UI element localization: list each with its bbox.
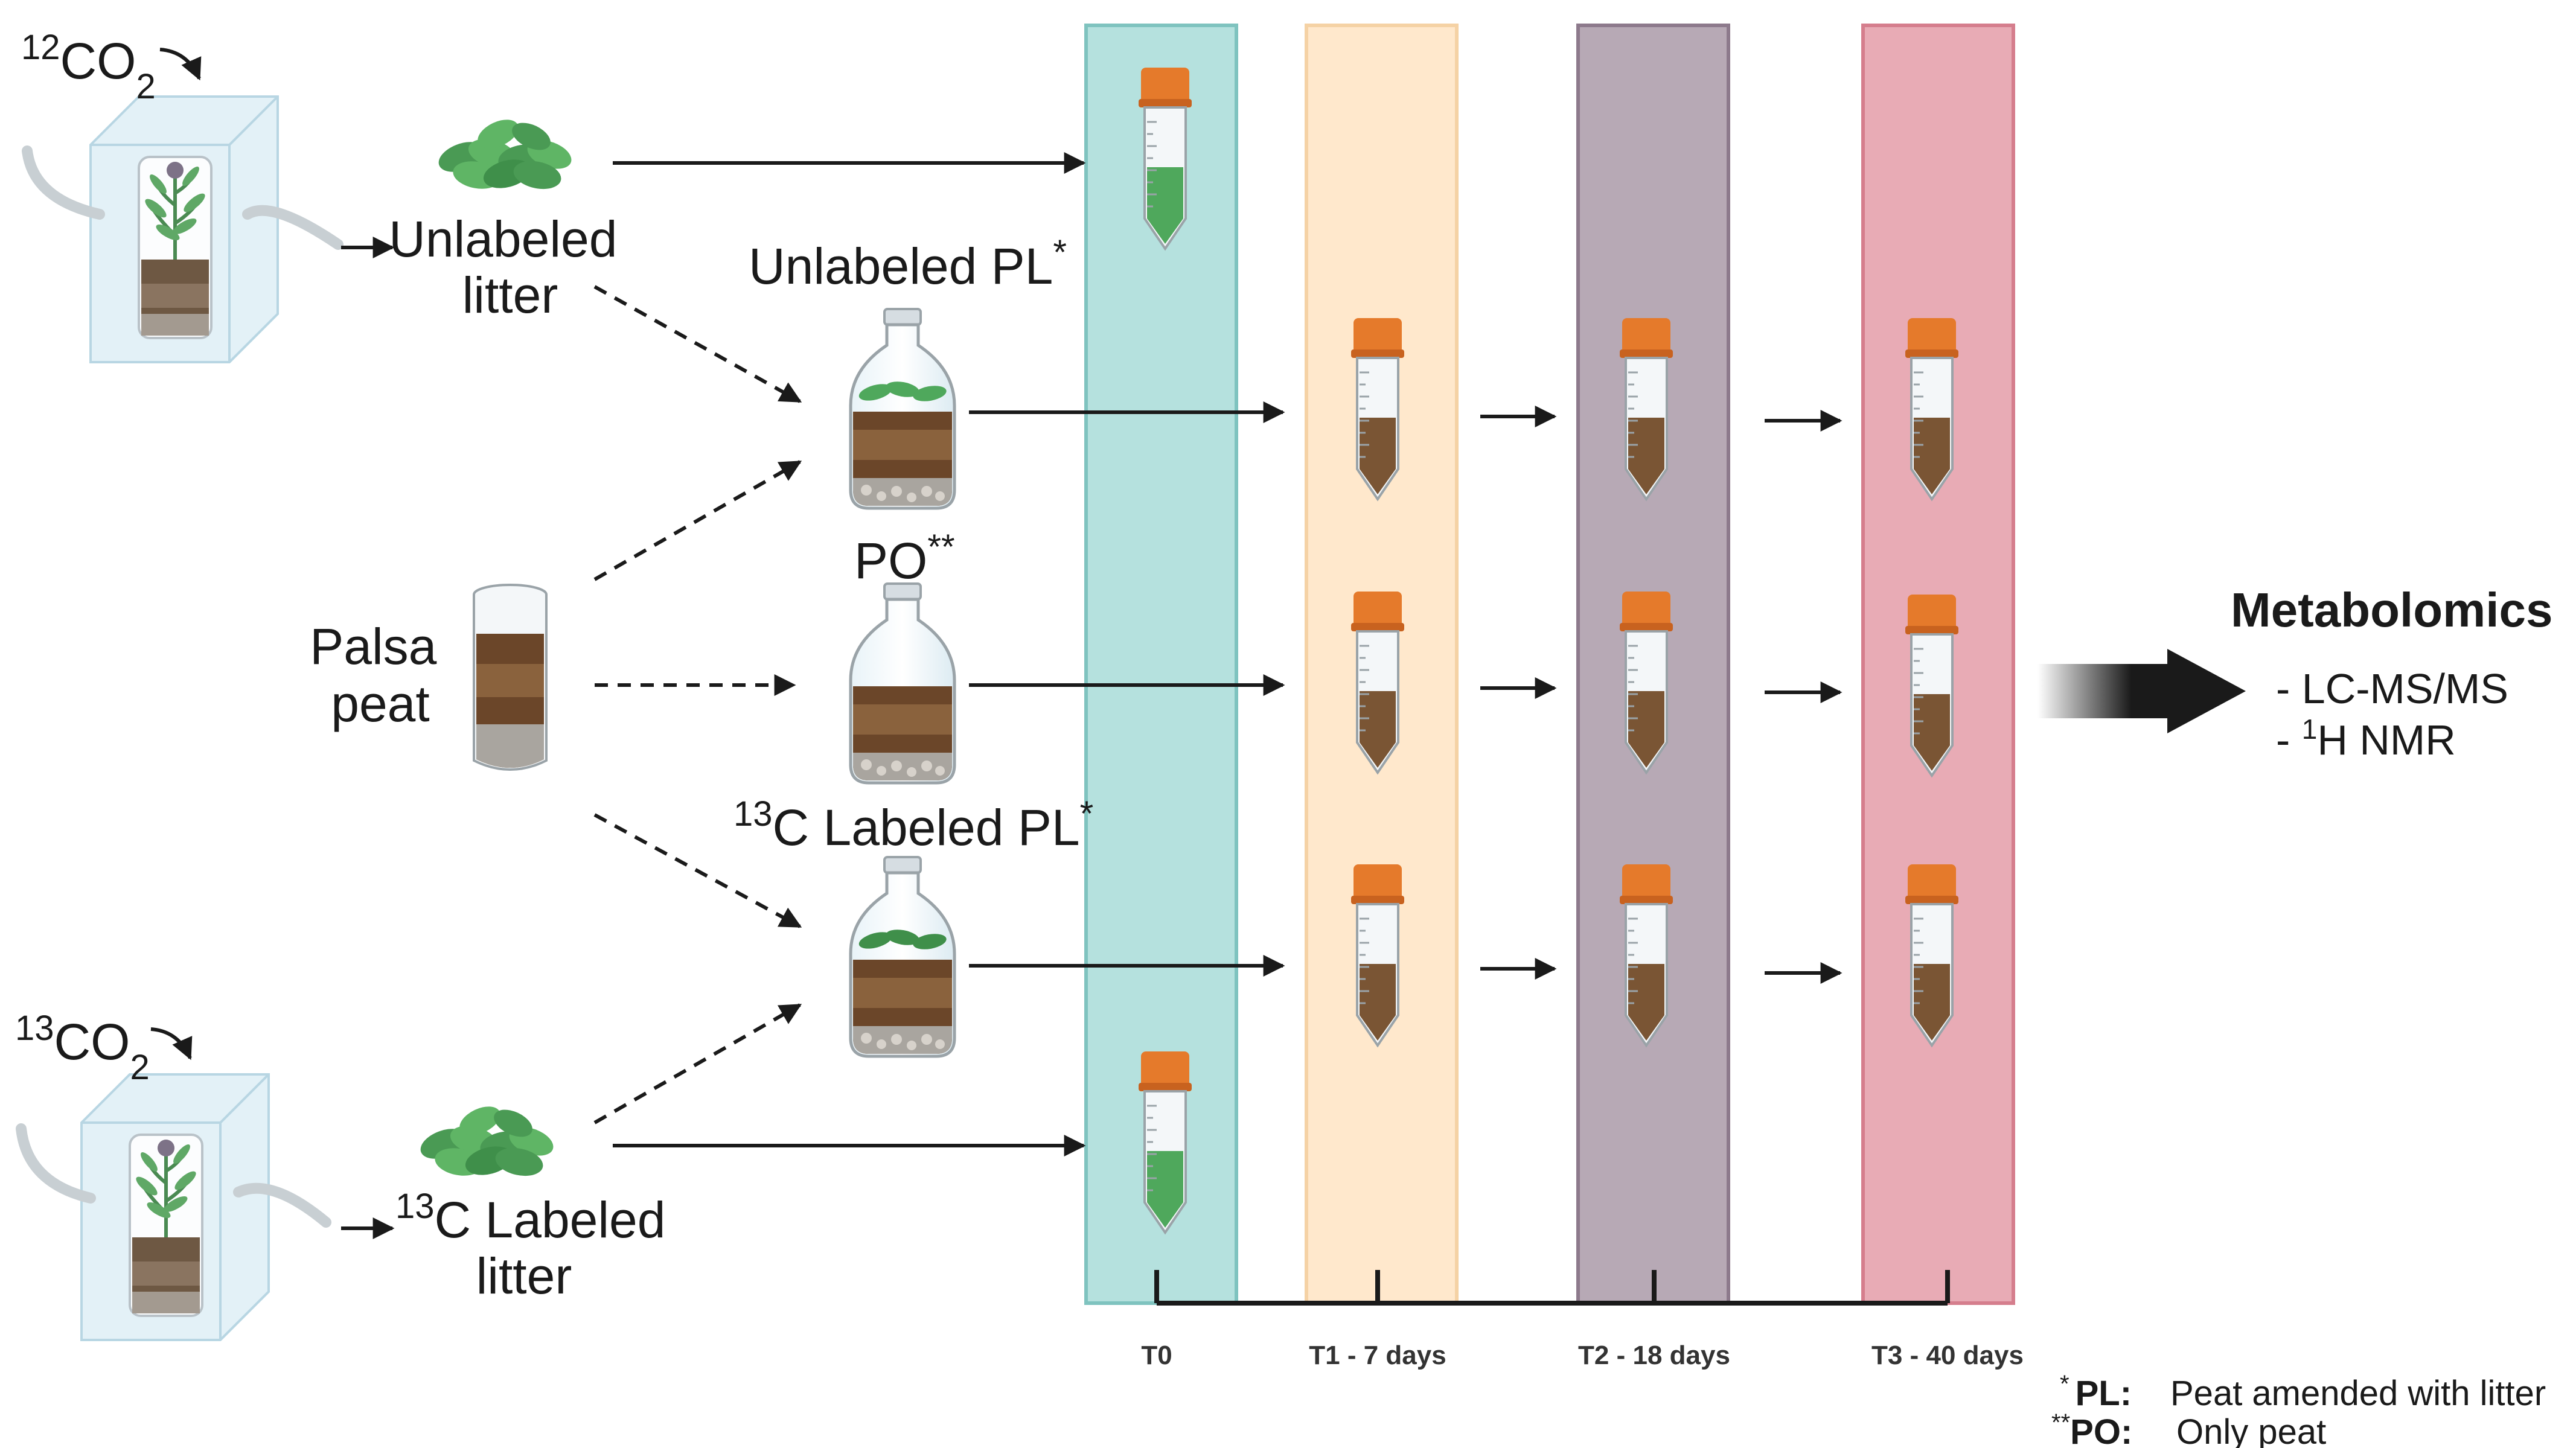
bottle-to-t1-arrows — [969, 401, 1285, 977]
legend-pl-desc: Peat amended with litter — [2170, 1374, 2546, 1413]
bottle-po-label: PO** — [854, 528, 955, 590]
timepoint-label-t3: T3 - 40 days — [1871, 1341, 2024, 1370]
labeled-litter-label-line2: litter — [476, 1248, 572, 1304]
bottle-po — [851, 584, 954, 783]
legend-po-desc: Only peat — [2176, 1412, 2326, 1448]
bottle-unlabeled-pl — [851, 309, 954, 508]
growth-chamber-12co2 — [22, 97, 344, 362]
timepoint-label-t2: T2 - 18 days — [1578, 1341, 1730, 1370]
co2-label-top: 12CO2 — [21, 28, 156, 106]
legend-po-key: **PO: — [2051, 1409, 2132, 1448]
tube-t2-row3 — [1619, 863, 1674, 1047]
tube-t1-row2 — [1350, 590, 1405, 774]
palsa-peat-label: Palsa peat — [310, 618, 450, 732]
metabolomics-item-nmr: - 1H NMR — [2276, 713, 2456, 764]
tube-t0-unlabeled — [1137, 66, 1193, 250]
bottle-labeled-pl — [851, 857, 954, 1056]
labeled-litter-label: 13C Labeled — [395, 1187, 665, 1249]
metabolomics-item-lcms: - LC-MS/MS — [2276, 665, 2508, 712]
timepoint-bands — [1084, 24, 2015, 1305]
unlabeled-litter-leaves — [434, 113, 575, 193]
co2-arrow-top — [159, 48, 202, 81]
co2-arrow-bottom — [150, 1027, 193, 1060]
tube-t3-row1 — [1904, 317, 1960, 500]
bottle-labeled-pl-label: 13C Labeled PL* — [733, 794, 1093, 856]
bottle-unlabeled-pl-label: Unlabeled PL* — [749, 233, 1067, 295]
between-timepoint-arrows — [1480, 406, 1843, 984]
palsa-peat-jar — [473, 584, 548, 771]
tube-t3-row2 — [1904, 593, 1960, 777]
legend: * PL: Peat amended with litter **PO: Only… — [2051, 1371, 2546, 1448]
metabolomics-title: Metabolomics — [2231, 583, 2552, 637]
metabolomics-arrow — [2037, 649, 2246, 733]
tube-t2-row2 — [1619, 590, 1674, 774]
tube-t3-row3 — [1904, 863, 1960, 1047]
timepoint-labels: T0 T1 - 7 days T2 - 18 days T3 - 40 days — [1141, 1341, 2024, 1370]
co2-label-bottom: 13CO2 — [15, 1009, 150, 1087]
tube-t2-row1 — [1619, 317, 1674, 500]
dashed-arrows — [593, 285, 802, 1124]
timepoint-label-t1: T1 - 7 days — [1309, 1341, 1446, 1370]
growth-chamber-13co2 — [16, 1074, 331, 1340]
labeled-litter-leaves — [416, 1100, 557, 1180]
legend-pl-key: * PL: — [2060, 1371, 2132, 1413]
timeline-axis — [1154, 1270, 1950, 1306]
timepoint-label-t0: T0 — [1141, 1341, 1172, 1370]
unlabeled-litter-label: Unlabeled litter — [389, 211, 631, 324]
tube-t1-row3 — [1350, 863, 1405, 1047]
tube-t0-labeled — [1137, 1050, 1193, 1234]
tube-t1-row1 — [1350, 317, 1405, 500]
